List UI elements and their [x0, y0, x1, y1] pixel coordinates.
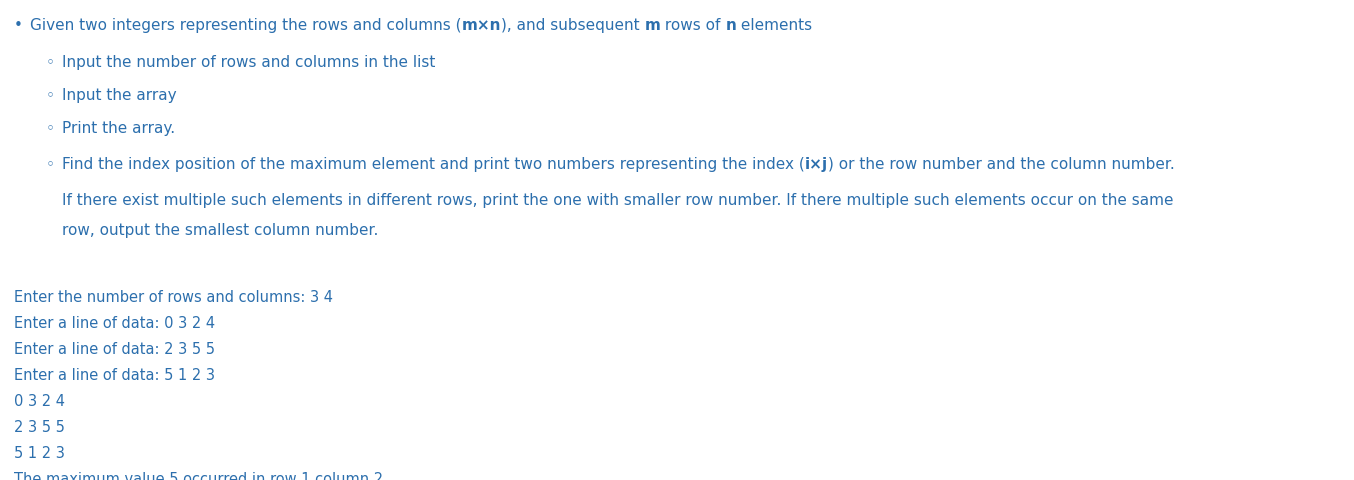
Text: 0 3 2 4: 0 3 2 4 — [14, 393, 65, 408]
Text: elements: elements — [737, 18, 812, 33]
Text: m×n: m×n — [462, 18, 501, 33]
Text: Input the number of rows and columns in the list: Input the number of rows and columns in … — [62, 55, 436, 70]
Text: ◦: ◦ — [46, 156, 56, 172]
Text: Enter a line of data: 0 3 2 4: Enter a line of data: 0 3 2 4 — [14, 315, 215, 330]
Text: ◦: ◦ — [46, 121, 56, 136]
Text: n: n — [726, 18, 737, 33]
Text: ) or the row number and the column number.: ) or the row number and the column numbe… — [827, 156, 1175, 172]
Text: •: • — [14, 18, 23, 33]
Text: Print the array.: Print the array. — [62, 121, 175, 136]
Text: Enter the number of rows and columns: 3 4: Enter the number of rows and columns: 3 … — [14, 289, 333, 304]
Text: rows of: rows of — [661, 18, 726, 33]
Text: Given two integers representing the rows and columns (: Given two integers representing the rows… — [30, 18, 462, 33]
Text: 5 1 2 3: 5 1 2 3 — [14, 445, 65, 460]
Text: The maximum value 5 occurred in row 1 column 2: The maximum value 5 occurred in row 1 co… — [14, 471, 383, 480]
Text: Enter a line of data: 5 1 2 3: Enter a line of data: 5 1 2 3 — [14, 367, 215, 382]
Text: ◦: ◦ — [46, 55, 56, 70]
Text: row, output the smallest column number.: row, output the smallest column number. — [62, 223, 378, 238]
Text: i×j: i×j — [804, 156, 827, 172]
Text: m: m — [645, 18, 661, 33]
Text: ), and subsequent: ), and subsequent — [501, 18, 645, 33]
Text: Find the index position of the maximum element and print two numbers representin: Find the index position of the maximum e… — [62, 156, 804, 172]
Text: 2 3 5 5: 2 3 5 5 — [14, 419, 65, 434]
Text: Enter a line of data: 2 3 5 5: Enter a line of data: 2 3 5 5 — [14, 341, 215, 356]
Text: ◦: ◦ — [46, 88, 56, 103]
Text: If there exist multiple such elements in different rows, print the one with smal: If there exist multiple such elements in… — [62, 192, 1174, 207]
Text: Input the array: Input the array — [62, 88, 176, 103]
